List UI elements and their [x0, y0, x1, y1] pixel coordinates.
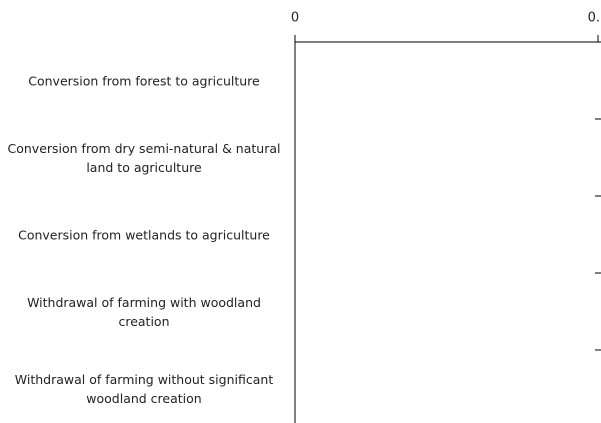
x-tick-label: 0 — [291, 11, 299, 26]
y-tick-label: Withdrawal of farming with woodland crea… — [27, 294, 261, 329]
y-tick-label: Conversion from wetlands to agriculture — [18, 227, 270, 242]
y-tick-label: Conversion from dry semi-natural & natur… — [7, 140, 281, 175]
x-tick-label: 0.5 — [588, 11, 601, 26]
y-tick-label: Withdrawal of farming without significan… — [14, 371, 274, 406]
y-tick-label: Conversion from forest to agriculture — [28, 73, 260, 88]
